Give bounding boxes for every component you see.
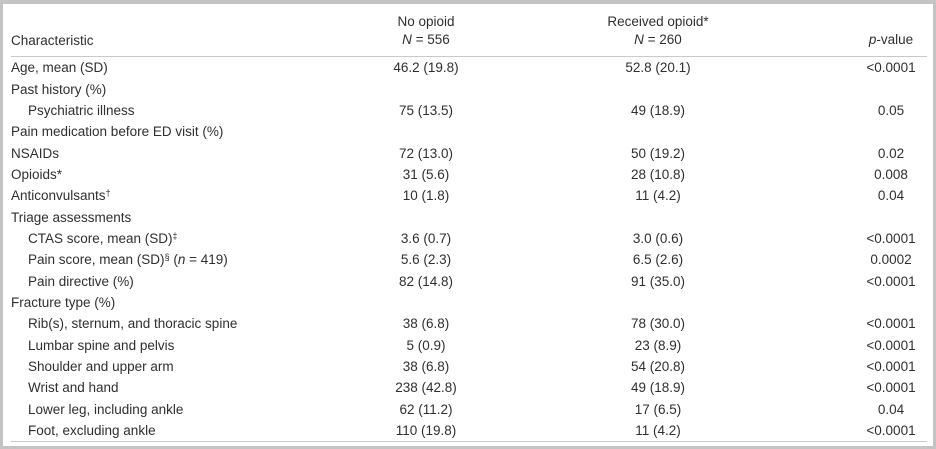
no-opioid-cell: 3.6 (0.7) bbox=[400, 230, 452, 246]
header-n-row: Characteristic N = 556 N = 260 p-value bbox=[11, 30, 927, 49]
characteristic-cell: Pain score, mean (SD)§ (n = 419) bbox=[28, 252, 228, 268]
characteristic-cell: Wrist and hand bbox=[28, 380, 119, 396]
received-opioid-cell: 28 (10.8) bbox=[630, 166, 686, 182]
no-opioid-cell: 75 (13.5) bbox=[398, 102, 454, 118]
table-row: Rib(s), sternum, and thoracic spine 38 (6… bbox=[11, 313, 927, 334]
received-opioid-cell: 17 (6.5) bbox=[634, 401, 682, 417]
table-row: Psychiatric illness 75 (13.5) 49 (18.9) 0.0… bbox=[11, 100, 927, 121]
p-value-cell: 0.04 bbox=[877, 188, 905, 204]
received-opioid-cell: 49 (18.9) bbox=[630, 380, 686, 396]
characteristic-cell: Fracture type (%) bbox=[11, 294, 116, 310]
table-row: Shoulder and upper arm 38 (6.8) 54 (20.8) <… bbox=[11, 356, 927, 377]
table-row: Foot, excluding ankle 110 (19.8) 11 (4.2) <… bbox=[11, 420, 927, 441]
p-value-cell: 0.05 bbox=[877, 102, 905, 118]
table-row: Wrist and hand 238 (42.8) 49 (18.9) <0.0001 bbox=[11, 377, 927, 398]
characteristic-cell: Anticonvulsants† bbox=[11, 188, 111, 204]
header-group-row: No opioid Received opioid* bbox=[11, 12, 927, 30]
characteristic-cell: Opioids* bbox=[11, 166, 63, 182]
characteristic-cell: Lumbar spine and pelvis bbox=[28, 337, 175, 353]
received-opioid-cell: 50 (19.2) bbox=[630, 145, 686, 161]
p-value-cell: 0.0002 bbox=[870, 252, 912, 268]
header-no-opioid-title: No opioid bbox=[397, 13, 455, 29]
received-opioid-cell: 6.5 (2.6) bbox=[632, 252, 684, 268]
header-received-opioid-n: N = 260 bbox=[634, 31, 682, 47]
characteristic-cell: Foot, excluding ankle bbox=[28, 423, 156, 439]
received-opioid-cell: 11 (4.2) bbox=[635, 423, 681, 439]
received-opioid-cell: 11 (4.2) bbox=[635, 188, 681, 204]
no-opioid-cell: 46.2 (19.8) bbox=[393, 60, 459, 76]
received-opioid-cell: 49 (18.9) bbox=[630, 102, 686, 118]
characteristic-cell: Lower leg, including ankle bbox=[28, 401, 184, 417]
no-opioid-cell: 5 (0.9) bbox=[406, 337, 446, 353]
characteristic-cell: Pain medication before ED visit (%) bbox=[11, 124, 224, 140]
characteristic-cell: Rib(s), sternum, and thoracic spine bbox=[28, 316, 238, 332]
p-value-cell: <0.0001 bbox=[866, 423, 916, 439]
table-row: Fracture type (%) bbox=[11, 292, 927, 313]
no-opioid-cell: 10 (1.8) bbox=[402, 188, 450, 204]
p-value-cell: 0.02 bbox=[877, 145, 905, 161]
table-row: Pain score, mean (SD)§ (n = 419) 5.6 (2.3… bbox=[11, 249, 927, 270]
no-opioid-cell: 38 (6.8) bbox=[402, 358, 450, 374]
table-row: Age, mean (SD) 46.2 (19.8) 52.8 (20.1) <0.0… bbox=[11, 57, 927, 78]
p-value-cell: <0.0001 bbox=[866, 380, 916, 396]
characteristic-cell: Past history (%) bbox=[11, 81, 107, 97]
table-header: No opioid Received opioid* Characteristi… bbox=[11, 4, 927, 57]
p-value-cell: 0.04 bbox=[877, 401, 905, 417]
characteristic-cell: Psychiatric illness bbox=[28, 102, 135, 118]
received-opioid-cell: 23 (8.9) bbox=[634, 337, 682, 353]
p-value-cell: <0.0001 bbox=[866, 230, 916, 246]
table-row: Opioids* 31 (5.6) 28 (10.8) 0.008 bbox=[11, 164, 927, 185]
table-row: Lumbar spine and pelvis 5 (0.9) 23 (8.9) <0… bbox=[11, 334, 927, 355]
characteristic-cell: NSAIDs bbox=[11, 145, 60, 161]
received-opioid-cell: 91 (35.0) bbox=[630, 273, 686, 289]
no-opioid-cell: 110 (19.8) bbox=[395, 423, 457, 439]
no-opioid-cell: 62 (11.2) bbox=[399, 401, 453, 417]
table-row: Anticonvulsants† 10 (1.8) 11 (4.2) 0.04 bbox=[11, 185, 927, 206]
characteristic-cell: Pain directive (%) bbox=[28, 273, 134, 289]
table-row: NSAIDs 72 (13.0) 50 (19.2) 0.02 bbox=[11, 142, 927, 163]
table-row: Lower leg, including ankle 62 (11.2) 17 (6… bbox=[11, 399, 927, 420]
no-opioid-cell: 5.6 (2.3) bbox=[400, 252, 452, 268]
p-value-cell: <0.0001 bbox=[866, 60, 916, 76]
p-value-cell: <0.0001 bbox=[866, 316, 916, 332]
no-opioid-cell: 31 (5.6) bbox=[402, 166, 450, 182]
header-characteristic-label: Characteristic bbox=[11, 33, 94, 48]
characteristic-cell: Age, mean (SD) bbox=[11, 60, 108, 76]
received-opioid-cell: 54 (20.8) bbox=[630, 358, 686, 374]
table-row: Past history (%) bbox=[11, 78, 927, 99]
no-opioid-cell: 82 (14.8) bbox=[398, 273, 454, 289]
characteristic-cell: Triage assessments bbox=[11, 209, 132, 225]
table-row: Pain medication before ED visit (%) bbox=[11, 121, 927, 142]
received-opioid-cell: 78 (30.0) bbox=[630, 316, 686, 332]
table-row: Triage assessments bbox=[11, 206, 927, 227]
header-received-opioid-title: Received opioid* bbox=[607, 13, 709, 29]
characteristic-cell: CTAS score, mean (SD)‡ bbox=[28, 230, 178, 246]
header-no-opioid-n: N = 556 bbox=[402, 31, 450, 47]
p-value-cell: <0.0001 bbox=[866, 337, 916, 353]
table-row: CTAS score, mean (SD)‡ 3.6 (0.7) 3.0 (0.6)… bbox=[11, 228, 927, 249]
characteristic-cell: Shoulder and upper arm bbox=[28, 358, 174, 374]
p-value-cell: <0.0001 bbox=[866, 273, 916, 289]
received-opioid-cell: 52.8 (20.1) bbox=[625, 60, 691, 76]
no-opioid-cell: 72 (13.0) bbox=[398, 145, 454, 161]
no-opioid-cell: 38 (6.8) bbox=[402, 316, 450, 332]
header-p-value-label: p-value bbox=[868, 31, 914, 47]
received-opioid-cell: 3.0 (0.6) bbox=[632, 230, 684, 246]
table-row: Pain directive (%) 82 (14.8) 91 (35.0) <0.0… bbox=[11, 270, 927, 291]
p-value-cell: 0.008 bbox=[874, 166, 908, 182]
no-opioid-cell: 238 (42.8) bbox=[395, 380, 457, 396]
table-body: Age, mean (SD) 46.2 (19.8) 52.8 (20.1) <0.0… bbox=[11, 57, 927, 443]
p-value-cell: <0.0001 bbox=[866, 358, 916, 374]
